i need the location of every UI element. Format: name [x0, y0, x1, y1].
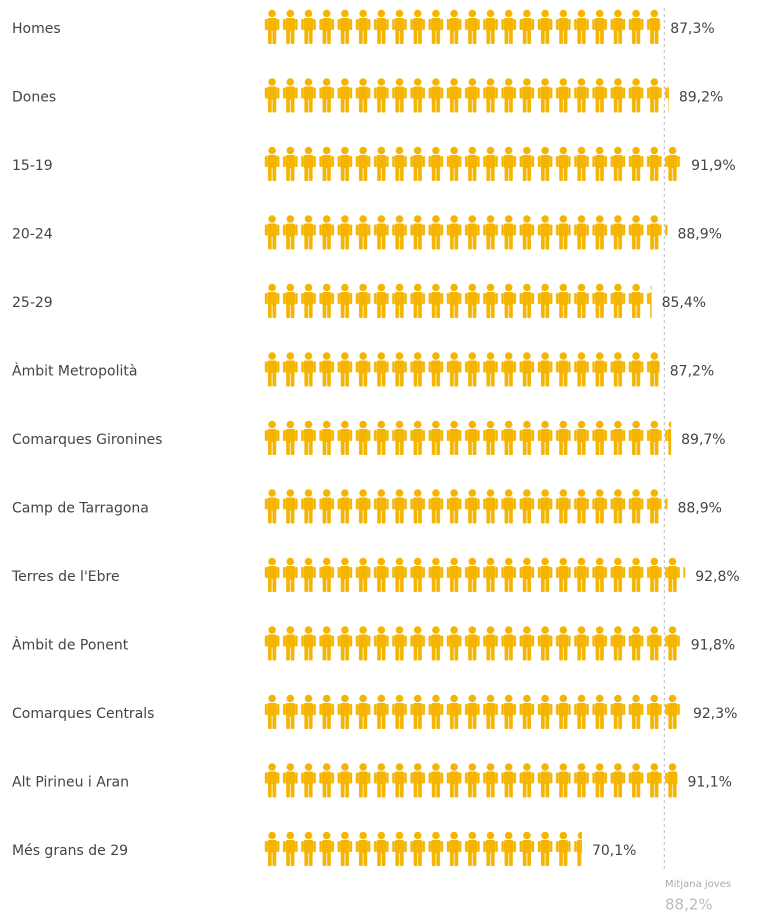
value-label: 85,4%	[662, 295, 706, 311]
category-label: Més grans de 29	[12, 843, 128, 859]
category-label: Homes	[12, 21, 61, 37]
category-label: Comarques Gironines	[12, 432, 162, 448]
icon-row	[263, 77, 669, 114]
icon-row	[263, 351, 660, 388]
category-label: Àmbit de Ponent	[12, 637, 129, 654]
value-label: 88,9%	[677, 227, 721, 243]
category-label: Terres de l'Ebre	[11, 569, 120, 585]
value-label: 91,8%	[691, 638, 735, 654]
value-label: 89,7%	[681, 432, 725, 448]
value-label: 92,3%	[693, 706, 737, 722]
category-label: Alt Pirineu i Aran	[12, 775, 129, 791]
category-label: Comarques Centrals	[12, 706, 154, 722]
value-label: 92,8%	[695, 569, 739, 585]
icon-row	[263, 762, 678, 799]
value-label: 70,1%	[592, 843, 636, 859]
value-label: 91,9%	[691, 158, 735, 174]
icon-row	[263, 488, 668, 525]
value-label: 87,3%	[670, 21, 714, 37]
value-label: 87,2%	[670, 364, 714, 380]
category-label: Dones	[12, 90, 56, 106]
value-label: 91,1%	[688, 775, 732, 791]
value-label: 88,9%	[677, 501, 721, 517]
category-label: 20-24	[12, 227, 53, 243]
category-label: Àmbit Metropolità	[12, 363, 137, 380]
category-label: 25-29	[12, 295, 53, 311]
category-label: 15-19	[12, 158, 53, 174]
icon-row	[263, 214, 668, 251]
icon-row	[263, 9, 661, 45]
reference-value: 88,2%	[665, 896, 713, 914]
icon-row	[263, 420, 672, 456]
value-label: 89,2%	[679, 90, 723, 106]
reference-label: Mitjana joves	[665, 879, 731, 890]
icon-row	[263, 625, 681, 662]
icon-row	[263, 557, 686, 593]
category-label: Camp de Tarragona	[12, 501, 149, 517]
icon-row	[263, 831, 582, 867]
icon-row	[263, 694, 683, 730]
icon-row	[263, 146, 682, 182]
icon-row	[263, 283, 652, 319]
